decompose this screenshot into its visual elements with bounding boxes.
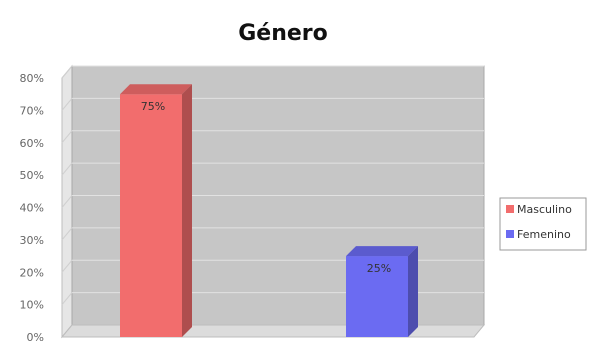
y-tick-label: 20% xyxy=(20,266,44,279)
y-tick-label: 0% xyxy=(27,331,44,344)
y-tick-label: 60% xyxy=(20,137,44,150)
y-tick-label: 10% xyxy=(20,299,44,312)
bar-front xyxy=(120,94,182,337)
data-label: 75% xyxy=(141,100,165,113)
bar-front xyxy=(346,256,408,337)
bars: 75% 25% xyxy=(120,84,418,337)
gridline-side xyxy=(61,162,73,176)
legend-swatch-masculino xyxy=(506,205,514,213)
y-tick-label: 70% xyxy=(20,104,44,117)
gridline-side xyxy=(61,292,73,305)
y-axis: 0% 10% 20% 30% 40% 50% 60% 70% 80% xyxy=(20,72,44,344)
bar-femenino: 25% xyxy=(346,246,418,337)
legend-swatch-femenino xyxy=(506,230,514,238)
data-label: 25% xyxy=(367,262,391,275)
y-tick-label: 40% xyxy=(20,202,44,215)
bar-top xyxy=(346,246,418,257)
legend-label-femenino: Femenino xyxy=(517,228,571,241)
y-tick-label: 30% xyxy=(20,234,44,247)
legend-box xyxy=(499,197,587,251)
gridline-side xyxy=(61,130,73,144)
bar-masculino: 75% xyxy=(120,84,192,337)
bar-side xyxy=(408,246,418,337)
gridline-side xyxy=(61,259,73,273)
gridline-side xyxy=(61,227,73,241)
chart-title: Género xyxy=(238,21,328,46)
bar-top xyxy=(120,84,192,95)
gridline-side xyxy=(61,195,73,208)
gridline-side xyxy=(61,98,73,111)
y-tick-label: 80% xyxy=(20,72,44,85)
legend-label-masculino: Masculino xyxy=(517,203,572,216)
legend: Masculino Femenino xyxy=(499,197,587,251)
bar-side xyxy=(182,84,192,337)
gridline-side xyxy=(61,65,73,79)
y-tick-label: 50% xyxy=(20,169,44,182)
